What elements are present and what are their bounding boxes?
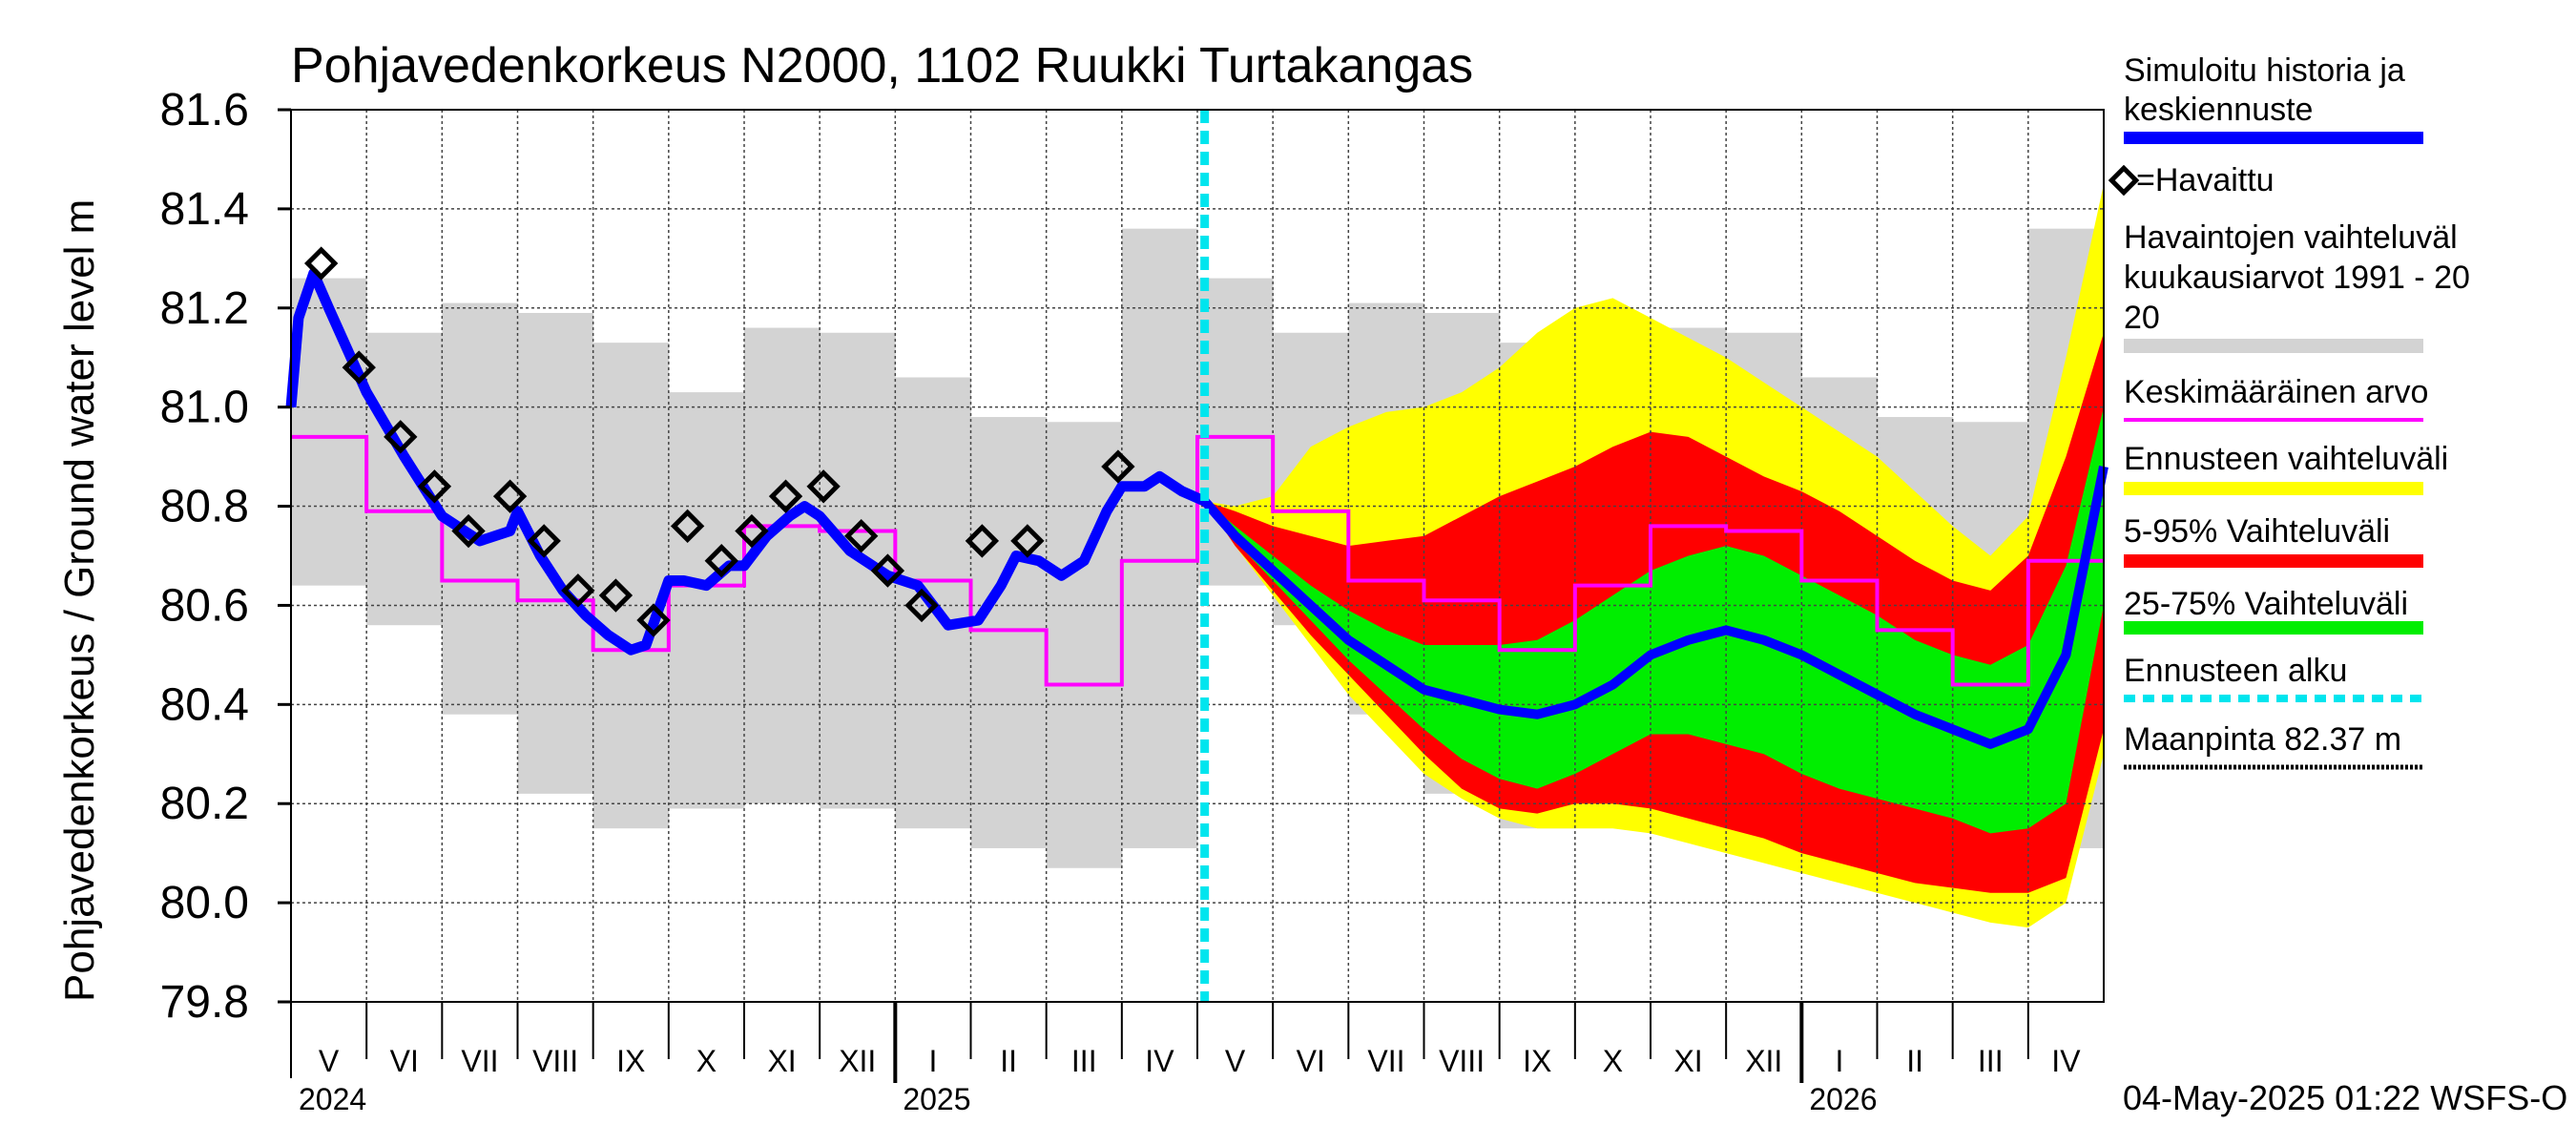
y-tick-label: 79.8 bbox=[160, 977, 249, 1028]
y-tick-label: 80.8 bbox=[160, 482, 249, 532]
plot-area bbox=[285, 109, 2109, 1003]
month-label: VI bbox=[390, 1044, 419, 1078]
month-label: XI bbox=[1673, 1044, 1702, 1078]
legend-range-label-3: 20 bbox=[2124, 300, 2160, 336]
month-label: VIII bbox=[1439, 1044, 1485, 1078]
legend: Simuloitu historia ja keskiennuste =Hava… bbox=[2108, 52, 2470, 770]
legend-simulated-label-2: keskiennuste bbox=[2124, 92, 2313, 128]
range-bar bbox=[517, 312, 594, 794]
observation-point bbox=[342, 350, 376, 385]
observation-point bbox=[844, 519, 879, 553]
month-label: VII bbox=[461, 1044, 498, 1078]
observation-point bbox=[806, 469, 841, 504]
observation-point bbox=[451, 513, 486, 549]
month-label: VII bbox=[1367, 1044, 1404, 1078]
month-label: XI bbox=[767, 1044, 796, 1078]
observation-point bbox=[768, 479, 803, 513]
legend-forecast-start-label: Ennusteen alku bbox=[2124, 653, 2347, 689]
month-label: I bbox=[1835, 1044, 1843, 1078]
month-label: IV bbox=[1145, 1044, 1174, 1078]
y-tick-label: 81.6 bbox=[160, 85, 249, 135]
observation-point bbox=[598, 578, 634, 613]
observation-point bbox=[561, 573, 595, 608]
observation-point bbox=[636, 603, 671, 637]
month-label: III bbox=[1071, 1044, 1097, 1078]
legend-observed-label: =Havaittu bbox=[2136, 162, 2275, 198]
month-label: V bbox=[1225, 1044, 1246, 1078]
legend-range-label-2: kuukausiarvot 1991 - 20 bbox=[2124, 260, 2470, 296]
legend-mean-label: Keskimääräinen arvo bbox=[2124, 374, 2428, 410]
observation-point bbox=[735, 513, 769, 549]
range-bar bbox=[592, 343, 670, 829]
legend-mean-swatch bbox=[2124, 418, 2423, 422]
month-label: VIII bbox=[532, 1044, 578, 1078]
year-label: 2026 bbox=[1809, 1082, 1877, 1116]
range-bar bbox=[744, 327, 821, 804]
y-tick-label: 80.6 bbox=[160, 580, 249, 631]
y-tick-label: 81.2 bbox=[160, 283, 249, 334]
range-bar bbox=[291, 278, 367, 586]
range-bar bbox=[1121, 228, 1198, 848]
month-label: IX bbox=[616, 1044, 645, 1078]
month-label: XII bbox=[839, 1044, 876, 1078]
legend-observed-marker bbox=[2108, 164, 2140, 197]
legend-p5-95-label: 5-95% Vaihteluväli bbox=[2124, 513, 2390, 550]
range-bar bbox=[1046, 422, 1123, 868]
observation-point bbox=[527, 524, 561, 558]
y-axis-label: Pohjavedenkorkeus / Ground water level m bbox=[56, 199, 103, 1002]
observation-point bbox=[492, 479, 528, 513]
legend-ground-label: Maanpinta 82.37 m bbox=[2124, 721, 2401, 758]
observation-point bbox=[870, 553, 905, 588]
observation-point bbox=[1101, 449, 1135, 484]
month-label: IX bbox=[1523, 1044, 1551, 1078]
month-label: III bbox=[1978, 1044, 2004, 1078]
y-tick-label: 81.0 bbox=[160, 383, 249, 433]
month-label: IV bbox=[2051, 1044, 2081, 1078]
legend-simulated-label-1: Simuloitu historia ja bbox=[2124, 52, 2405, 89]
y-tick-label: 80.4 bbox=[160, 679, 249, 730]
year-label: 2024 bbox=[299, 1082, 366, 1116]
year-label: 2025 bbox=[903, 1082, 970, 1116]
y-tick-label: 80.0 bbox=[160, 878, 249, 928]
observation-point bbox=[670, 509, 705, 544]
forecast-median-line bbox=[1201, 466, 2109, 749]
month-label: I bbox=[928, 1044, 937, 1078]
chart-title: Pohjavedenkorkeus N2000, 1102 Ruukki Tur… bbox=[291, 38, 1473, 94]
range-bar bbox=[668, 392, 745, 809]
p25-75-band bbox=[1204, 406, 2104, 834]
range-bar bbox=[442, 302, 518, 715]
month-label: VI bbox=[1297, 1044, 1325, 1078]
legend-p5-95-swatch bbox=[2124, 554, 2423, 568]
month-label: II bbox=[1000, 1044, 1017, 1078]
month-label: V bbox=[319, 1044, 340, 1078]
range-bar bbox=[970, 417, 1048, 848]
legend-forecast-range-swatch bbox=[2124, 482, 2423, 495]
timestamp: 04-May-2025 01:22 WSFS-O bbox=[2123, 1078, 2567, 1117]
month-label: XII bbox=[1745, 1044, 1782, 1078]
observation-point bbox=[704, 544, 738, 578]
observation-point bbox=[904, 588, 939, 623]
legend-simulated-swatch bbox=[2124, 132, 2423, 144]
observation-point bbox=[303, 246, 339, 281]
legend-p25-75-label: 25-75% Vaihteluväli bbox=[2124, 586, 2408, 622]
axes: 79.8 80.0 80.2 80.4 80.6 80.8 81.0 81.2 81.4 81.6… bbox=[160, 85, 2105, 1116]
y-tick-label: 81.4 bbox=[160, 184, 249, 235]
legend-range-label-1: Havaintojen vaihteluväl bbox=[2124, 219, 2458, 256]
observation-point bbox=[384, 420, 418, 454]
month-label: X bbox=[696, 1044, 717, 1078]
legend-p25-75-swatch bbox=[2124, 621, 2423, 635]
legend-forecast-range-label: Ennusteen vaihteluväli bbox=[2124, 441, 2448, 477]
observation-point bbox=[417, 469, 452, 504]
month-label: II bbox=[1906, 1044, 1923, 1078]
observation-point bbox=[965, 524, 1000, 558]
legend-range-swatch bbox=[2124, 339, 2423, 353]
month-label: X bbox=[1603, 1044, 1623, 1078]
observation-point bbox=[1010, 524, 1045, 558]
y-tick-label: 80.2 bbox=[160, 779, 249, 829]
